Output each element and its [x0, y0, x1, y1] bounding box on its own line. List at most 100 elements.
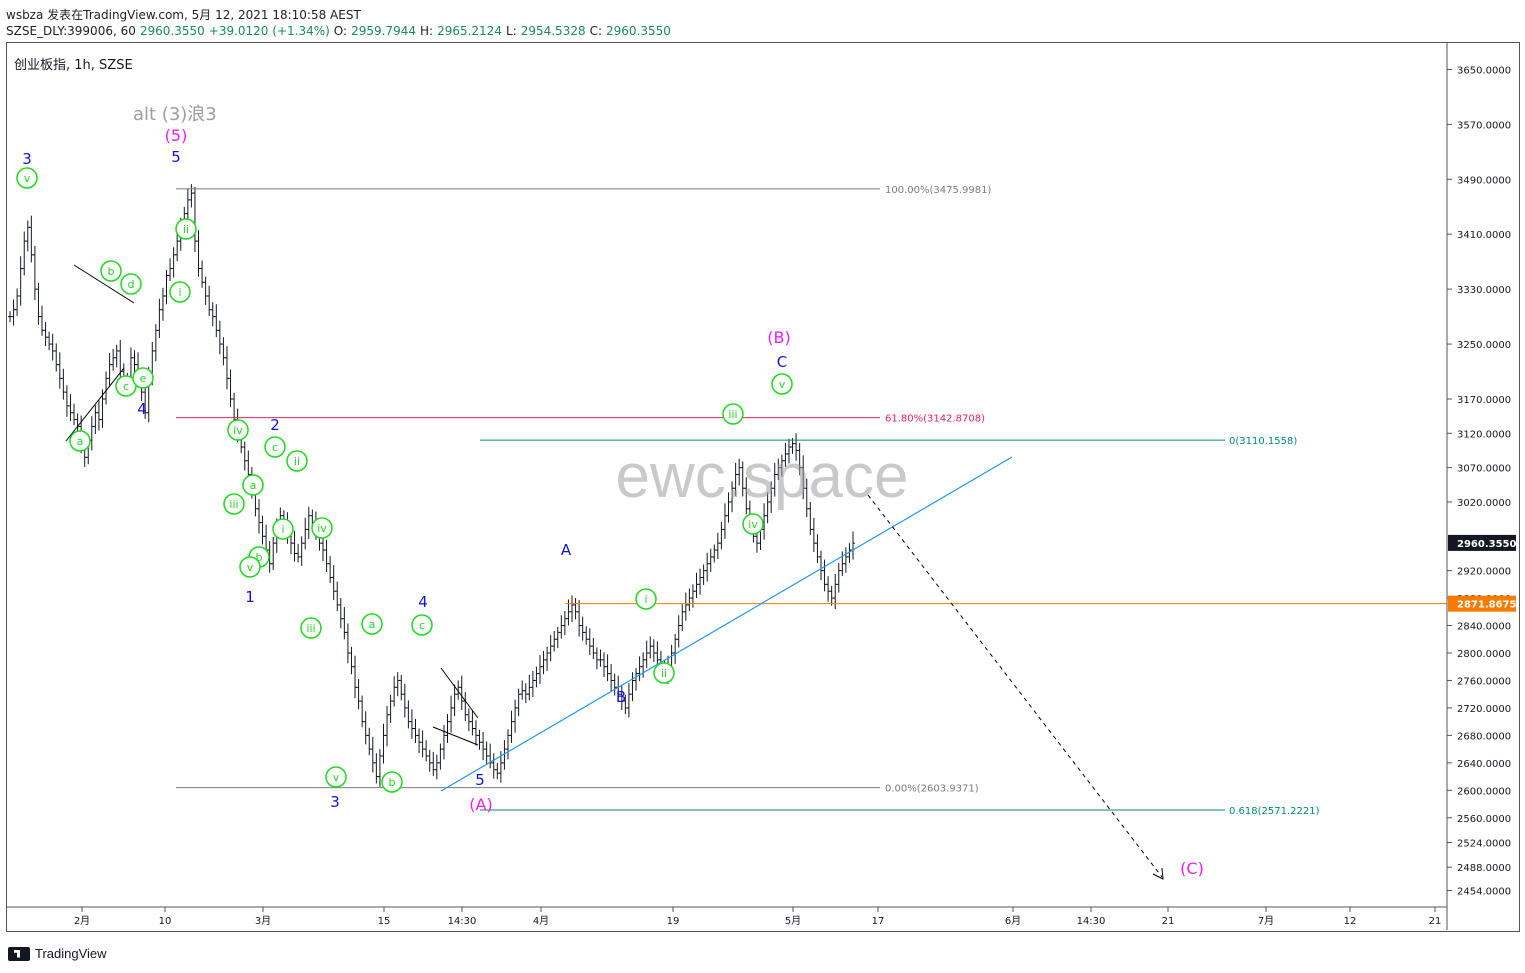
- time-tick-label: 14:30: [1077, 916, 1106, 927]
- wave-label-green: iv: [317, 522, 327, 535]
- footer-brand[interactable]: TradingView: [8, 946, 107, 961]
- wave-label-green-circle: [227, 419, 249, 441]
- watermark: ewc.space: [616, 442, 909, 511]
- wave-label-green-circle: [325, 766, 347, 788]
- fib-label: 100.00%(3475.9981): [885, 185, 991, 196]
- wave-label-green-circle: [242, 474, 264, 496]
- time-tick-label: 14:30: [448, 916, 477, 927]
- price-tick-label: 2800.0000: [1457, 649, 1511, 660]
- fib-label: 0.618(2571.2221): [1229, 806, 1320, 817]
- price-tick-label: 2760.0000: [1457, 676, 1511, 687]
- triangle-upper-line: [73, 264, 135, 304]
- wave-label-green: c: [419, 619, 425, 632]
- chart-frame[interactable]: [6, 42, 1520, 932]
- wave-label-green-circle: [239, 556, 261, 578]
- wave-label-green-circle: [223, 493, 245, 515]
- wave-label-green: ii: [294, 455, 300, 468]
- wave-label-green: b: [108, 265, 115, 278]
- wave-label-green: v: [333, 771, 340, 784]
- wave-label-green: b: [256, 551, 263, 564]
- wave-label-blue: 4: [137, 400, 147, 418]
- time-tick-label: 21: [1162, 916, 1175, 927]
- close-value: 2960.3550: [606, 24, 671, 38]
- wave-label-green: v: [24, 172, 31, 185]
- time-tick-label: 17: [872, 916, 885, 927]
- price-label-bg: [1448, 534, 1516, 551]
- price-tick-label: 2524.0000: [1457, 838, 1511, 849]
- wave-label-green-circle: [722, 403, 744, 425]
- wave-label-blue: 2: [270, 416, 280, 434]
- wave-label-green: ii: [661, 667, 667, 680]
- time-tick-label: 6月: [1005, 915, 1021, 927]
- wave-label-green-circle: [16, 167, 38, 189]
- price-label: 2960.3550: [1457, 539, 1517, 550]
- high-label: H:: [419, 24, 434, 38]
- wave-label-green: e: [140, 372, 147, 385]
- wave-label-green: iii: [306, 622, 315, 635]
- drawings-layer: 100.00%(3475.9981) 61.80%(3142.8708) 0.00%…: [65, 185, 1447, 880]
- wave-label-green-circle: [132, 367, 154, 389]
- price-tick-label: 2920.0000: [1457, 567, 1511, 578]
- wave-label-green: ii: [183, 223, 189, 236]
- wave-label-green: a: [250, 479, 257, 492]
- wave-label-green: i: [281, 523, 284, 536]
- wave-label-magenta: (5): [165, 126, 188, 145]
- price-tick-label: 2600.0000: [1457, 786, 1511, 797]
- price-tick-label: 2560.0000: [1457, 814, 1511, 825]
- last-price: 2960.3550: [139, 24, 205, 38]
- open-label: O:: [333, 24, 348, 38]
- price-tick-label: 3250.0000: [1457, 340, 1511, 351]
- wave-labels-layer: alt (3)浪33 5421345ABC(5)(A)(B)(C)viiibdce…: [16, 104, 1204, 878]
- wave-label-green-circle: [311, 517, 333, 539]
- time-tick-label: 7月: [1258, 915, 1274, 927]
- symbol-label: SZSE_DLY:399006, 60: [6, 24, 136, 38]
- price-tick-label: 3650.0000: [1457, 65, 1511, 76]
- publish-info: wsbza 发表在TradingView.com, 5月 12, 2021 18…: [6, 8, 361, 22]
- price-tick-label: 2680.0000: [1457, 731, 1511, 742]
- wave-label-green-circle: [264, 436, 286, 458]
- fib-label: 61.80%(3142.8708): [885, 414, 985, 425]
- time-tick-label: 4月: [533, 915, 549, 927]
- wave-label-green: iii: [229, 498, 238, 511]
- wave-label-green: d: [128, 278, 135, 291]
- wave-label-green: b: [389, 776, 396, 789]
- wave-label-magenta: (C): [1180, 859, 1204, 878]
- chart-legend: 创业板指, 1h, SZSE: [14, 58, 133, 73]
- wave-label-green-circle: [100, 260, 122, 282]
- wedge-lower-line: [432, 726, 479, 746]
- time-tick-label: 15: [378, 916, 391, 927]
- wave-label-green: v: [247, 561, 254, 574]
- price-tick-label: 3170.0000: [1457, 395, 1511, 406]
- wave-label-blue: 5: [475, 771, 485, 789]
- open-value: 2959.7944: [351, 24, 416, 38]
- wave-label-blue: 1: [245, 588, 255, 606]
- wave-label-green-circle: [169, 281, 191, 303]
- price-tick-label: 2720.0000: [1457, 704, 1511, 715]
- price-tick-label: 3490.0000: [1457, 175, 1511, 186]
- high-value: 2965.2124: [437, 24, 502, 38]
- close-label: C:: [589, 24, 603, 38]
- projection-arrow-line: [867, 494, 1163, 878]
- wave-label-blue: C: [777, 353, 787, 371]
- wave-label-green-circle: [272, 518, 294, 540]
- wave-label-green-circle: [361, 613, 383, 635]
- wave-label-blue: B: [616, 688, 626, 706]
- wave-label-green: c: [272, 441, 278, 454]
- wave-label-green: a: [369, 618, 376, 631]
- wave-label-green-circle: [742, 513, 764, 535]
- brand-name: TradingView: [35, 946, 107, 961]
- price-tick-label: 3070.0000: [1457, 464, 1511, 475]
- fib-label: 0(3110.1558): [1229, 436, 1297, 447]
- wave-label-green: v: [779, 378, 786, 391]
- time-tick-label: 2月: [74, 915, 90, 927]
- price-tick-label: 3330.0000: [1457, 285, 1511, 296]
- price-tick-label: 3120.0000: [1457, 429, 1511, 440]
- tradingview-logo-icon: [8, 946, 30, 961]
- wave-label-green: i: [644, 593, 647, 606]
- time-tick-label: 3月: [255, 915, 271, 927]
- wave-label-blue: 5: [171, 148, 181, 166]
- wave-label-magenta: (A): [469, 795, 492, 814]
- wave-label-green: iv: [748, 518, 758, 531]
- price-tick-label: 3570.0000: [1457, 120, 1511, 131]
